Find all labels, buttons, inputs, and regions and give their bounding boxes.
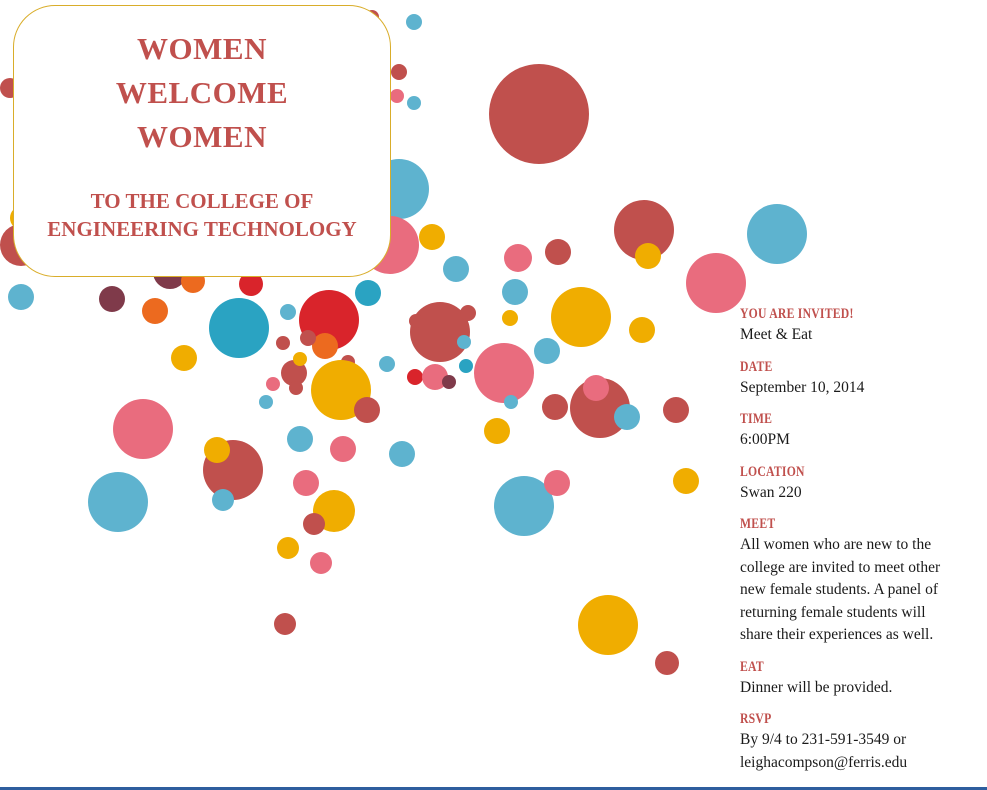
confetti-dot: [635, 243, 661, 269]
location-section: LOCATION Swan 220: [740, 462, 987, 505]
confetti-dot: [266, 377, 280, 391]
rsvp-line-2: leighacompson@ferris.edu: [740, 753, 908, 771]
confetti-dot: [545, 239, 571, 265]
event-details: YOU ARE INVITED! Meet & Eat DATE Septemb…: [740, 304, 987, 784]
confetti-dot: [443, 256, 469, 282]
confetti-dot: [209, 298, 269, 358]
confetti-dot: [502, 279, 528, 305]
confetti-dot: [484, 418, 510, 444]
confetti-dot: [293, 470, 319, 496]
confetti-dot: [389, 441, 415, 467]
confetti-dot: [8, 284, 34, 310]
confetti-dot: [406, 14, 422, 30]
confetti-dot: [212, 489, 234, 511]
invited-heading: YOU ARE INVITED!: [740, 306, 854, 322]
confetti-dot: [88, 472, 148, 532]
rsvp-section: RSVP By 9/4 to 231-591-3549 or leighacom…: [740, 709, 987, 774]
confetti-dot: [747, 204, 807, 264]
confetti-dot: [407, 369, 423, 385]
confetti-dot: [407, 96, 421, 110]
title-line-2: WELCOME: [115, 75, 289, 110]
title-heading: WOMEN WELCOME WOMEN: [14, 27, 390, 159]
confetti-dot: [355, 280, 381, 306]
confetti-dot: [551, 287, 611, 347]
confetti-dot: [289, 381, 303, 395]
date-section: DATE September 10, 2014: [740, 357, 987, 400]
confetti-dot: [312, 333, 338, 359]
confetti-dot: [578, 595, 638, 655]
confetti-dot: [663, 397, 689, 423]
title-line-1: WOMEN: [137, 31, 267, 66]
subtitle-line-2: ENGINEERING TECHNOLOGY: [47, 217, 357, 241]
invited-section: YOU ARE INVITED! Meet & Eat: [740, 304, 987, 347]
confetti-dot: [379, 356, 395, 372]
confetti-dot: [287, 426, 313, 452]
title-card: WOMEN WELCOME WOMEN TO THE COLLEGE OF EN…: [13, 5, 391, 277]
rsvp-line-1: By 9/4 to 231-591-3549 or: [740, 731, 907, 748]
confetti-dot: [276, 336, 290, 350]
confetti-dot: [259, 395, 273, 409]
confetti-dot: [419, 224, 445, 250]
confetti-dot: [655, 651, 679, 675]
confetti-dot: [673, 468, 699, 494]
confetti-dot: [460, 305, 476, 321]
title-line-3: WOMEN: [137, 119, 267, 154]
confetti-dot: [391, 64, 407, 80]
confetti-dot: [300, 330, 316, 346]
eat-heading: EAT: [740, 658, 764, 675]
date-text: September 10, 2014: [740, 378, 865, 396]
subtitle-line-1: TO THE COLLEGE OF: [90, 189, 314, 213]
confetti-dot: [544, 470, 570, 496]
meet-line-5: share their experiences as well.: [740, 626, 934, 643]
eat-text: Dinner will be provided.: [740, 678, 893, 696]
confetti-dot: [280, 304, 296, 320]
confetti-dot: [310, 552, 332, 574]
meet-line-1: All women who are new to the: [740, 536, 932, 553]
confetti-dot: [277, 537, 299, 559]
confetti-dot: [614, 404, 640, 430]
confetti-dot: [542, 394, 568, 420]
meet-line-2: college are invited to meet other: [740, 558, 941, 576]
title-subtitle: TO THE COLLEGE OF ENGINEERING TECHNOLOGY: [14, 187, 390, 243]
confetti-dot: [474, 343, 534, 403]
confetti-dot: [142, 298, 168, 324]
confetti-dot: [457, 335, 471, 349]
time-heading: TIME: [740, 411, 773, 427]
confetti-dot: [390, 89, 404, 103]
confetti-dot: [502, 310, 518, 326]
rsvp-heading: RSVP: [740, 711, 772, 727]
time-text: 6:00PM: [740, 431, 790, 448]
confetti-dot: [504, 244, 532, 272]
confetti-dot: [583, 375, 609, 401]
confetti-dot: [686, 253, 746, 313]
time-section: TIME 6:00PM: [740, 409, 987, 452]
confetti-dot: [459, 359, 473, 373]
meet-section: MEET All women who are new to the colleg…: [740, 514, 987, 647]
confetti-dot: [409, 314, 423, 328]
invited-text: Meet & Eat: [740, 326, 813, 343]
confetti-dot: [99, 286, 125, 312]
confetti-dot: [274, 613, 296, 635]
location-heading: LOCATION: [740, 463, 805, 480]
date-heading: DATE: [740, 358, 773, 375]
confetti-dot: [171, 345, 197, 371]
meet-line-3: new female students. A panel of: [740, 581, 939, 598]
confetti-dot: [489, 64, 589, 164]
bottom-border: [0, 787, 987, 790]
confetti-dot: [303, 513, 325, 535]
meet-line-4: returning female students will: [740, 603, 926, 621]
confetti-dot: [293, 352, 307, 366]
confetti-dot: [354, 397, 380, 423]
confetti-dot: [629, 317, 655, 343]
confetti-dot: [204, 437, 230, 463]
confetti-dot: [113, 399, 173, 459]
meet-heading: MEET: [740, 516, 776, 532]
confetti-dot: [534, 338, 560, 364]
confetti-dot: [330, 436, 356, 462]
confetti-dot: [442, 375, 456, 389]
confetti-dot: [504, 395, 518, 409]
eat-section: EAT Dinner will be provided.: [740, 657, 987, 700]
location-text: Swan 220: [740, 483, 802, 501]
